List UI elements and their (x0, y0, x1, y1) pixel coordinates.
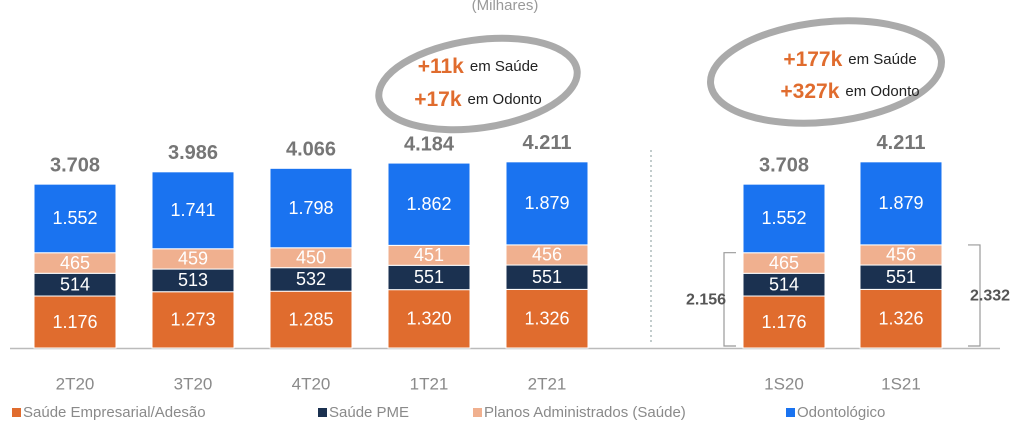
bar-segment (742, 183, 826, 254)
legend-swatch (473, 408, 482, 417)
annotation-highlight: +327k (780, 80, 839, 103)
bar-segment (859, 264, 943, 290)
value-label: 514 (769, 274, 799, 294)
value-label: 456 (886, 245, 916, 265)
value-label: 450 (296, 247, 326, 267)
value-label: 1.862 (406, 194, 451, 214)
legend-label: Planos Administrados (Saúde) (484, 404, 686, 421)
value-label: 551 (886, 267, 916, 287)
value-label: 465 (769, 253, 799, 273)
bar-segment (269, 290, 353, 349)
value-label: 1.798 (288, 198, 333, 218)
highlight-ellipse (375, 34, 581, 134)
legend-label: Odontológico (797, 404, 885, 421)
legend-swatch (318, 408, 327, 417)
highlight-ellipse (707, 17, 945, 127)
value-label: 1.879 (524, 193, 569, 213)
value-label: 1.552 (761, 208, 806, 228)
legend-label: Saúde Empresarial/Adesão (23, 404, 206, 421)
annotation-highlight: +17k (414, 88, 462, 111)
value-label: 1.552 (52, 208, 97, 228)
total-label: 3.708 (50, 154, 100, 176)
bracket (723, 252, 736, 347)
value-label: 1.326 (878, 308, 923, 328)
annotation-highlight: +11k (418, 55, 464, 78)
bar-segment (505, 161, 589, 246)
annotation-text: em Saúde (848, 51, 916, 68)
annotation: +177k em Saúde (783, 48, 916, 71)
value-label: 514 (60, 274, 90, 294)
bar-segment (742, 295, 826, 349)
total-label: 4.211 (523, 132, 572, 154)
bar-segment (151, 291, 235, 349)
annotation-highlight: +177k (783, 48, 842, 71)
bracket-label: 2.156 (686, 292, 726, 309)
bar-segment (859, 161, 943, 246)
value-label: 532 (296, 269, 326, 289)
value-label: 1.176 (52, 312, 97, 332)
value-label: 459 (178, 249, 208, 269)
x-tick-label: 2T20 (56, 374, 95, 393)
value-label: 1.741 (170, 200, 215, 220)
legend-swatch (786, 408, 795, 417)
annotation-text: em Saúde (470, 58, 538, 75)
subtitle: (Milhares) (472, 0, 539, 14)
bar-segment (387, 289, 471, 349)
annotation: +11k em Saúde (418, 55, 539, 78)
total-label: 3.708 (759, 154, 809, 176)
value-label: 1.176 (761, 312, 806, 332)
bar-segment (859, 288, 943, 349)
bar-segment (387, 264, 471, 291)
value-label: 1.273 (170, 310, 215, 330)
bracket-label: 2.332 (970, 288, 1010, 305)
value-label: 456 (532, 245, 562, 265)
annotation-text: em Odonto (468, 91, 542, 108)
total-label: 3.986 (168, 142, 218, 164)
bar-segment (151, 171, 235, 250)
bar-segment (505, 264, 589, 290)
legend-swatch (12, 408, 21, 417)
bar-segment (269, 167, 353, 249)
total-label: 4.184 (404, 133, 455, 155)
x-tick-label: 3T20 (174, 374, 213, 393)
value-label: 1.320 (406, 309, 451, 329)
x-tick-label: 4T20 (292, 374, 331, 393)
value-label: 465 (60, 253, 90, 273)
x-tick-label: 1S20 (764, 374, 804, 393)
annotation: +17k em Odonto (414, 88, 542, 111)
total-label: 4.211 (877, 132, 926, 154)
bar-segment (33, 295, 117, 349)
value-label: 1.879 (878, 193, 923, 213)
value-label: 1.326 (524, 308, 569, 328)
value-label: 513 (178, 270, 208, 290)
bar-segment (387, 162, 471, 246)
x-tick-label: 1T21 (410, 374, 449, 393)
value-label: 551 (532, 267, 562, 287)
value-label: 551 (414, 267, 444, 287)
x-tick-label: 2T21 (528, 374, 567, 393)
annotation-text: em Odonto (845, 83, 919, 100)
x-tick-label: 1S21 (881, 374, 921, 393)
value-label: 1.285 (288, 309, 333, 329)
total-label: 4.066 (286, 139, 336, 161)
bar-segment (505, 288, 589, 349)
bracket (968, 244, 981, 347)
bar-segment (33, 183, 117, 254)
annotation: +327k em Odonto (780, 80, 919, 103)
value-label: 451 (414, 245, 444, 265)
legend-label: Saúde PME (329, 404, 409, 421)
